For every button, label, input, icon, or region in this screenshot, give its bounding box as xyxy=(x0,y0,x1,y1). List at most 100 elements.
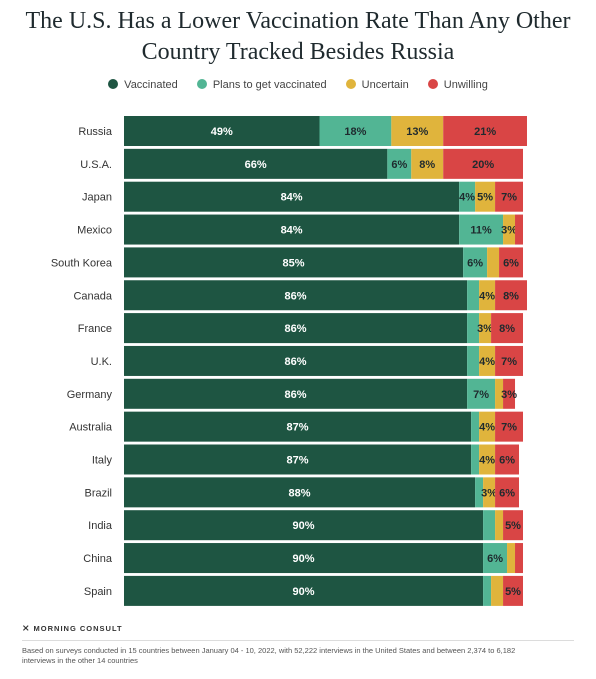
bar-segment-japan-3 xyxy=(495,181,523,212)
bar-segment-u-s-a-3 xyxy=(443,148,523,179)
bar-segment-mexico-3 xyxy=(515,214,523,245)
data-label-russia-3: 21% xyxy=(474,126,496,138)
bar-segment-u-k-3 xyxy=(495,345,523,376)
bar-segment-mexico-2 xyxy=(503,214,516,245)
category-label-spain: Spain xyxy=(84,586,112,598)
data-label-spain-0: 90% xyxy=(293,586,315,598)
bar-segment-france-1 xyxy=(467,313,480,344)
data-label-italy-0: 87% xyxy=(287,455,309,467)
category-label-mexico: Mexico xyxy=(77,225,112,237)
bar-segment-germany-1 xyxy=(467,378,496,409)
category-label-south-korea: South Korea xyxy=(51,257,113,269)
data-label-australia-3: 7% xyxy=(501,422,517,434)
category-label-australia: Australia xyxy=(69,422,113,434)
data-label-australia-0: 87% xyxy=(287,422,309,434)
data-label-u-k-2: 4% xyxy=(479,356,495,368)
bar-segment-brazil-3 xyxy=(495,477,520,508)
data-label-india-0: 90% xyxy=(293,520,315,532)
bar-segment-south-korea-1 xyxy=(463,247,488,278)
bar-segment-australia-2 xyxy=(479,411,496,442)
bar-segment-u-k-2 xyxy=(479,345,496,376)
category-label-france: France xyxy=(78,323,112,335)
category-label-u-k: U.K. xyxy=(91,356,112,368)
data-label-brazil-0: 88% xyxy=(289,487,311,499)
bar-segment-russia-3 xyxy=(443,116,527,146)
bar-segment-south-korea-0 xyxy=(124,247,464,278)
category-label-china: China xyxy=(83,553,113,565)
data-label-south-korea-3: 6% xyxy=(503,257,519,269)
brand-name: MORNING CONSULT xyxy=(33,624,123,633)
bar-segment-mexico-1 xyxy=(459,214,504,245)
bar-segment-australia-1 xyxy=(471,411,480,442)
bar-segment-germany-2 xyxy=(495,378,504,409)
legend-label-unwilling: Unwilling xyxy=(443,79,488,91)
data-label-u-s-a-2: 8% xyxy=(419,159,435,171)
bar-segment-china-3 xyxy=(515,543,523,574)
stacked-bar-chart: Russia 49% 18% 13% 21% U.S.A. 66% 6% 8% 20% Japan 8… xyxy=(51,116,527,606)
data-label-spain-3: 5% xyxy=(505,586,521,598)
category-label-russia: Russia xyxy=(78,126,113,138)
bar-segment-italy-3 xyxy=(495,444,520,475)
bar-segment-u-s-a-2 xyxy=(411,148,444,179)
bar-segment-u-s-a-1 xyxy=(387,148,412,179)
data-label-south-korea-0: 85% xyxy=(283,257,305,269)
data-label-france-3: 8% xyxy=(499,323,515,335)
bar-segment-china-0 xyxy=(124,543,484,574)
bar-segment-canada-3 xyxy=(495,280,527,311)
legend-dot-unwilling-icon xyxy=(427,79,438,89)
legend-item-plans: Plans to get vaccinated xyxy=(196,79,327,91)
data-label-japan-1: 4% xyxy=(459,192,475,204)
bar-segment-south-korea-3 xyxy=(499,247,523,278)
bar-segment-japan-0 xyxy=(124,181,460,212)
data-label-u-s-a-1: 6% xyxy=(391,159,407,171)
data-label-u-k-3: 7% xyxy=(501,356,517,368)
bar-segment-india-3 xyxy=(503,510,523,541)
bar-segment-italy-2 xyxy=(479,444,496,475)
bar-segment-brazil-2 xyxy=(483,477,496,508)
category-label-brazil: Brazil xyxy=(84,487,112,499)
legend-dot-vaccinated-icon xyxy=(108,79,119,89)
data-label-mexico-1: 11% xyxy=(470,225,492,237)
bar-segment-russia-0 xyxy=(124,116,320,146)
bar-segment-spain-2 xyxy=(491,575,504,606)
data-label-india-3: 5% xyxy=(505,520,521,532)
title-line-2: Country Tracked Besides Russia xyxy=(141,39,455,65)
data-label-canada-3: 8% xyxy=(503,290,519,302)
data-label-mexico-2: 3% xyxy=(501,225,517,237)
bar-segment-italy-1 xyxy=(471,444,480,475)
data-label-japan-2: 5% xyxy=(477,192,493,204)
data-label-italy-2: 4% xyxy=(479,455,495,467)
bar-segment-u-k-0 xyxy=(124,345,468,376)
bar-segment-russia-1 xyxy=(319,116,392,146)
footnote: Based on surveys conducted in 15 countri… xyxy=(22,646,516,665)
legend-label-vaccinated: Vaccinated xyxy=(124,79,178,91)
bar-segment-canada-1 xyxy=(467,280,480,311)
legend: Vaccinated Plans to get vaccinated Uncer… xyxy=(0,79,596,91)
bar-segment-u-k-1 xyxy=(467,345,480,376)
bar-segment-brazil-0 xyxy=(124,477,476,508)
data-label-france-0: 86% xyxy=(285,323,307,335)
data-label-germany-3: 3% xyxy=(501,389,517,401)
data-label-u-s-a-3: 20% xyxy=(472,159,494,171)
bar-segment-france-2 xyxy=(479,313,492,344)
data-label-mexico-0: 84% xyxy=(281,225,303,237)
bar-segment-germany-0 xyxy=(124,378,468,409)
data-label-germany-1: 7% xyxy=(473,389,489,401)
bar-segment-india-1 xyxy=(483,510,496,541)
bar-segment-india-2 xyxy=(495,510,504,541)
data-label-russia-1: 18% xyxy=(344,126,366,138)
data-label-u-s-a-0: 66% xyxy=(245,159,267,171)
bar-segment-india-0 xyxy=(124,510,484,541)
bar-segment-canada-2 xyxy=(479,280,496,311)
legend-item-unwilling: Unwilling xyxy=(427,79,488,91)
brand-logo: ⨯ MORNING CONSULT xyxy=(22,623,123,634)
bar-segment-germany-3 xyxy=(503,378,516,409)
data-label-italy-3: 6% xyxy=(499,455,515,467)
data-label-germany-0: 86% xyxy=(285,389,307,401)
category-label-u-s-a: U.S.A. xyxy=(80,159,112,171)
data-label-japan-3: 7% xyxy=(501,192,517,204)
data-label-japan-0: 84% xyxy=(281,192,303,204)
category-label-canada: Canada xyxy=(73,290,112,302)
bar-segment-australia-3 xyxy=(495,411,523,442)
data-label-russia-0: 49% xyxy=(211,126,233,138)
